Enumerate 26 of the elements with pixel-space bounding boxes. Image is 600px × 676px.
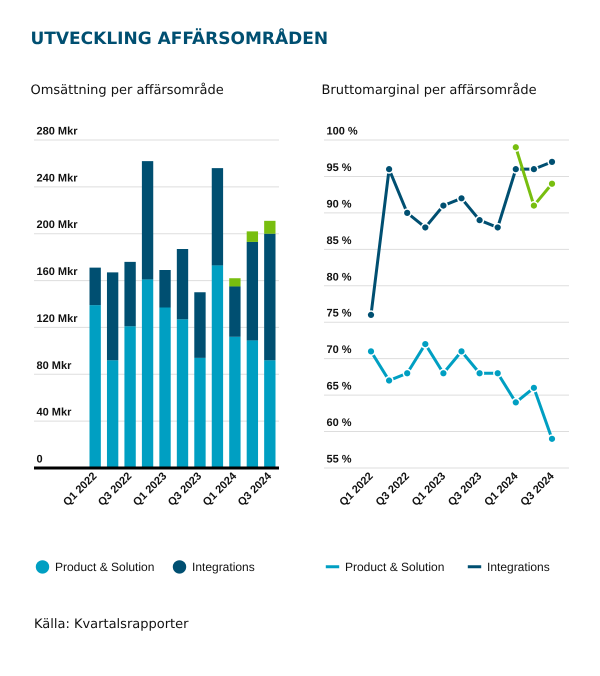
y-tick-label: 160 Mkr	[36, 266, 78, 278]
chart-title: UTVECKLING AFFÄRSOMRÅDEN	[30, 28, 328, 49]
y-tick-label: 100 %	[326, 126, 358, 138]
legend-label: Product & Solution	[345, 560, 444, 574]
y-tick-label: 280 Mkr	[36, 126, 78, 138]
y-tick-label: 240 Mkr	[36, 172, 78, 184]
y-tick-label: 70 %	[326, 344, 352, 356]
chart-subtitle: Omsättning per affärsområde	[30, 82, 224, 98]
legend-label: Integrations	[487, 560, 550, 574]
y-tick-label: 80 %	[326, 271, 352, 284]
y-tick-label: 120 Mkr	[36, 312, 78, 325]
y-tick-label: 65 %	[326, 380, 352, 393]
chart-title: Bruttomarginal per affärsområde	[322, 82, 537, 98]
y-tick-label: 75 %	[326, 308, 352, 320]
legend-label: Product & Solution	[55, 560, 154, 574]
legend-label: Integrations	[192, 560, 255, 574]
y-tick-label: 80 Mkr	[36, 360, 72, 372]
y-tick-label: 200 Mkr	[36, 219, 78, 232]
y-tick-label: 90 %	[326, 198, 352, 210]
y-tick-label: 85 %	[326, 234, 352, 247]
y-tick-label: 40 Mkr	[36, 406, 72, 419]
y-tick-label: 95 %	[326, 162, 352, 174]
text: Källa: Kvartalsrapporter	[34, 617, 190, 632]
y-tick-label: 0	[36, 454, 43, 466]
y-tick-label: 60 %	[326, 417, 352, 430]
y-tick-label: 55 %	[326, 454, 352, 466]
